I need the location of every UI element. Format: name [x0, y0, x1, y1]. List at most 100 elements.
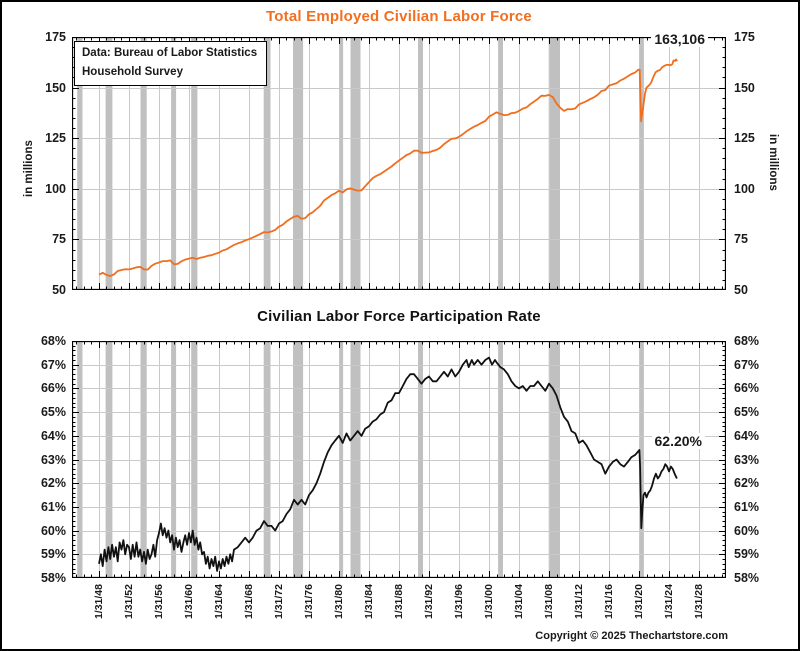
recession-band: [293, 341, 304, 578]
y-tick-label: 68%: [40, 334, 66, 348]
y-tick-label: 65%: [40, 405, 66, 419]
data-source-annotation: Data: Bureau of Labor Statistics Househo…: [74, 41, 268, 86]
x-tick-label: 1/31/12: [572, 584, 585, 620]
y-tick-label: 63%: [40, 453, 66, 467]
x-tick-label: 1/31/04: [512, 584, 525, 620]
recession-band: [171, 37, 177, 290]
recession-band: [498, 341, 503, 578]
y-tick-label: 66%: [40, 381, 66, 395]
recession-band: [498, 37, 503, 290]
recession-band: [105, 341, 113, 578]
y-tick-label: 50: [734, 283, 748, 297]
x-tick-label: 1/31/84: [362, 584, 375, 620]
x-tick-label: 1/31/00: [482, 584, 495, 620]
y-tick-label: 175: [734, 30, 755, 44]
recession-band: [191, 37, 198, 290]
y-tick-label: 50: [52, 283, 66, 297]
x-tick-label: 1/31/68: [242, 584, 255, 620]
recession-band: [191, 341, 198, 578]
x-tick-label: 1/31/80: [332, 584, 345, 620]
y-tick-label: 59%: [40, 547, 66, 561]
y-tick-label: 59%: [734, 547, 760, 561]
y-tick-label: 66%: [734, 381, 760, 395]
y-tick-label: 125: [734, 131, 755, 145]
recession-band: [293, 37, 304, 290]
x-tick-label: 1/31/72: [272, 584, 285, 620]
participation-chart-title: Civilian Labor Force Participation Rate: [257, 308, 541, 325]
y-tick-label: 58%: [40, 571, 66, 585]
participation-chart-svg: [71, 340, 727, 579]
x-tick-label: 1/31/52: [122, 584, 135, 620]
annotation-line-1: Data: Bureau of Labor Statistics: [82, 47, 258, 59]
recession-band: [548, 341, 560, 578]
y-tick-label: 61%: [734, 500, 760, 514]
plot-border: [71, 340, 727, 579]
y-tick-label: 68%: [734, 334, 760, 348]
y-tick-label: 150: [734, 81, 755, 95]
recession-band: [77, 37, 83, 290]
x-tick-label: 1/31/28: [692, 584, 705, 620]
participation-plot-area: [71, 340, 727, 583]
plot-border: [71, 36, 727, 291]
recession-band: [171, 341, 177, 578]
participation-last-value-label: 62.20%: [651, 433, 705, 449]
gridlines: [72, 37, 726, 290]
recession-band: [639, 37, 644, 290]
x-tick-label: 1/31/48: [92, 584, 105, 620]
employment-plot-area: [71, 36, 727, 295]
employment-last-value-label: 163,106: [651, 31, 708, 47]
y-tick-label: 62%: [734, 476, 760, 490]
employment-chart-title: Total Employed Civilian Labor Force: [266, 8, 532, 25]
y-tick-label: 175: [45, 30, 66, 44]
employment-line: [98, 58, 678, 277]
x-tick-label: 1/31/96: [452, 584, 465, 620]
recession-band: [140, 341, 147, 578]
recession-band: [77, 341, 83, 578]
recession-band: [105, 37, 113, 290]
y-tick-label: 62%: [40, 476, 66, 490]
copyright-text: Copyright © 2025 Thechartstore.com: [535, 630, 728, 642]
x-tick-label: 1/31/76: [302, 584, 315, 620]
x-tick-label: 1/31/16: [602, 584, 615, 620]
y-tick-label: 150: [45, 81, 66, 95]
y-tick-label: 100: [45, 182, 66, 196]
y-tick-label: 63%: [734, 453, 760, 467]
recession-band: [350, 37, 361, 290]
recession-band: [140, 37, 147, 290]
recession-band: [418, 37, 423, 290]
x-tick-label: 1/31/08: [542, 584, 555, 620]
x-tick-label: 1/31/56: [152, 584, 165, 620]
y-tick-label: 61%: [40, 500, 66, 514]
y-tick-label: 60%: [40, 524, 66, 538]
y-tick-label: 75: [734, 232, 748, 246]
y-tick-label: 75: [52, 232, 66, 246]
y-tick-label: 64%: [734, 429, 760, 443]
y-tick-label: 67%: [40, 358, 66, 372]
x-tick-label: 1/31/24: [662, 584, 675, 620]
recession-band: [350, 341, 361, 578]
recession-band: [418, 341, 423, 578]
x-tick-label: 1/31/88: [392, 584, 405, 620]
employment-chart-svg: [71, 36, 727, 291]
recession-band: [263, 37, 271, 290]
recession-band: [639, 341, 644, 578]
y-tick-label: 125: [45, 131, 66, 145]
recession-band: [339, 37, 344, 290]
x-tick-label: 1/31/92: [422, 584, 435, 620]
x-tick-label: 1/31/60: [182, 584, 195, 620]
recession-band: [263, 341, 271, 578]
y-tick-label: 100: [734, 182, 755, 196]
annotation-line-2: Household Survey: [82, 66, 183, 78]
y-tick-label: 67%: [734, 358, 760, 372]
gridlines: [72, 341, 726, 578]
y-tick-label: 60%: [734, 524, 760, 538]
x-tick-label: 1/31/64: [212, 584, 225, 620]
recession-band: [548, 37, 560, 290]
participation-line: [98, 356, 678, 572]
y-tick-label: 65%: [734, 405, 760, 419]
recession-band: [339, 341, 344, 578]
x-tick-label: 1/31/20: [632, 584, 645, 620]
y-tick-label: 64%: [40, 429, 66, 443]
y-tick-label: 58%: [734, 571, 760, 585]
